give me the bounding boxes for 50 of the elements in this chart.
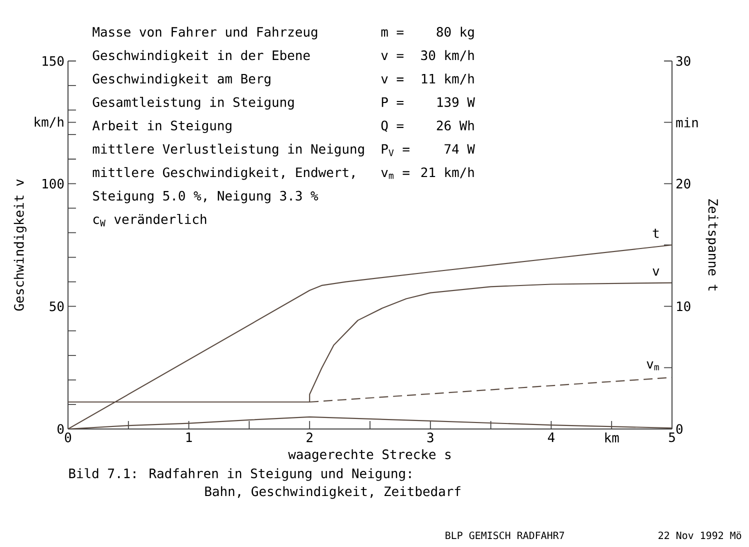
y-tick-label: 50 — [50, 301, 64, 312]
y-tick-label: 100 — [42, 178, 64, 189]
annotation: P = — [382, 97, 404, 107]
annotation: mittlere Geschwindigkeit, Endwert, — [92, 167, 354, 180]
series-label: t — [652, 228, 659, 238]
y2-tick-label: 30 — [676, 56, 690, 66]
annotation: 11 km/h — [422, 74, 474, 85]
y-axis-title: Geschwindigkeit v — [14, 179, 26, 311]
annotation: Gesamtleistung in Steigung — [92, 96, 294, 110]
x-axis-title: waagerechte Strecke s — [288, 449, 451, 462]
y2-axis-title: Zeitspanne t — [706, 199, 718, 291]
y2-tick-label: 20 — [676, 178, 690, 189]
text: Masse von Fahrer und Fahrzeug — [92, 26, 318, 40]
text: v = — [381, 52, 404, 60]
annotation: Steigung 5.0 %, Neigung 3.3 % — [93, 190, 318, 204]
annotation: mittlere Verlustleistung in Neigung — [92, 144, 364, 156]
text: BLP GEMISCH RADFAHR7 — [446, 532, 564, 540]
series-label: v$_{m}$ — [646, 361, 659, 370]
y-tick-label: km/h — [34, 116, 64, 128]
x-tick-label: 1 — [186, 432, 192, 442]
y-tick-label: 150 — [42, 56, 64, 66]
x-tick-label: 3 — [427, 432, 434, 442]
y2-tick-label: 10 — [677, 301, 690, 312]
annotation: Geschwindigkeit am Berg — [92, 74, 270, 86]
text: 22 Nov 1992 Mö — [658, 531, 742, 540]
text: Bahn, Geschwindigkeit, Zeitbedarf — [205, 486, 460, 499]
annotation: Geschwindigkeit in der Ebene — [92, 50, 310, 63]
x-tick-label: 2 — [306, 432, 312, 442]
annotation: c$_{W}$ veränderlich — [93, 214, 206, 226]
y2-tick-label: 0 — [676, 424, 682, 434]
text: Bild 7.1: Radfahren in Steigung und Neigung: — [69, 468, 411, 481]
text: 80 kg — [436, 26, 474, 40]
series-label: v — [652, 268, 660, 276]
y2-tick-label: min — [676, 117, 698, 128]
annotation: v = — [381, 76, 404, 84]
x-tick-label: 0 — [64, 432, 72, 442]
annotation: v$_{m}$ = — [381, 170, 410, 179]
annotation: 139 W — [438, 97, 475, 108]
annotation: 21 km/h — [421, 167, 474, 178]
annotation: 30 km/h — [421, 50, 474, 62]
y-tick-label: 0 — [58, 424, 64, 434]
x-tick-label: 4 — [548, 432, 554, 442]
annotation: 26 Wh — [436, 120, 474, 130]
x-tick-label: km — [605, 432, 619, 442]
annotation: 74 W — [444, 144, 475, 154]
annotation: P$_{V}$ = — [382, 144, 410, 156]
x-tick-label: 5 — [669, 432, 675, 442]
annotation: Arbeit in Steigung — [92, 120, 232, 134]
annotation: Q = — [381, 120, 404, 132]
text: m = — [381, 29, 404, 37]
